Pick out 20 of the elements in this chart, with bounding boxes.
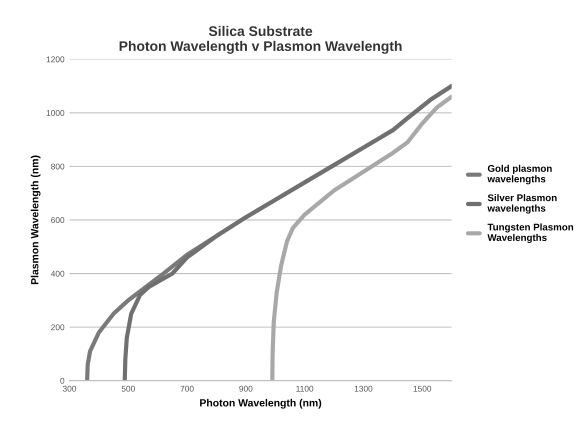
- x-axis-title: Photon Wavelength (nm): [200, 398, 322, 409]
- y-tick-label: 800: [51, 164, 64, 170]
- chart-title: Silica Substrate Photon Wavelength v Plasmon Wavelength: [120, 26, 402, 54]
- y-tick-label: 0: [60, 378, 64, 384]
- x-tick-label: 300: [62, 386, 76, 392]
- x-tick-label: 1500: [414, 386, 432, 392]
- x-tick-label: 1300: [354, 386, 372, 392]
- x-tick-label: 1100: [296, 386, 314, 392]
- y-tick-label: 200: [51, 324, 64, 330]
- x-tick-label: 500: [122, 386, 135, 392]
- y-tick-label: 1000: [46, 110, 64, 116]
- y-tick-label: 400: [50, 270, 64, 277]
- y-tick-label: 600: [51, 217, 64, 224]
- x-tick-label: 700: [180, 386, 194, 392]
- x-tick-label: 900: [239, 386, 252, 392]
- legend-label: Silver Plasmon wavelengths: [487, 194, 557, 214]
- legend-label: Gold plasmon wavelengths: [487, 164, 552, 184]
- y-tick-label: 1200: [46, 56, 64, 62]
- y-axis-title: Plasmon Wavelength (nm): [30, 156, 41, 284]
- legend-label: Tungsten Plasmon Wavelengths: [487, 223, 574, 243]
